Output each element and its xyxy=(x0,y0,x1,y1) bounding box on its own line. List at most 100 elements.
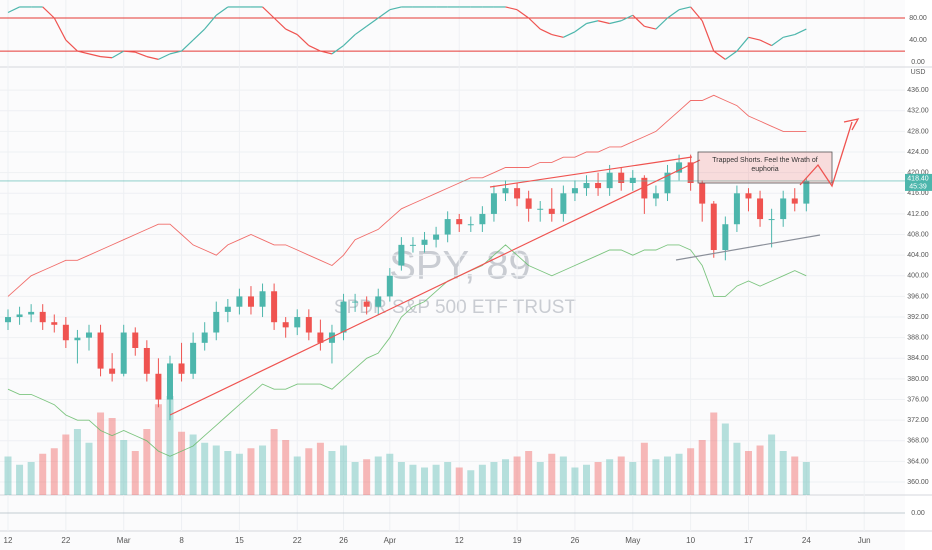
annotation-box xyxy=(697,151,833,184)
osc-tick-label: 40.00 xyxy=(909,37,927,44)
candle-body xyxy=(259,291,266,307)
x-tick-label: 26 xyxy=(570,536,579,545)
volume-bar xyxy=(721,423,729,495)
osc-segment xyxy=(65,39,78,52)
volume-bar xyxy=(201,442,209,495)
candle-body xyxy=(537,208,544,210)
volume-bar xyxy=(687,448,695,495)
y-tick-label: 360.00 xyxy=(907,479,929,486)
volume-bar xyxy=(663,456,671,495)
candle-body xyxy=(421,239,428,245)
candle-body xyxy=(143,347,150,374)
osc-segment xyxy=(215,6,229,16)
y-tick-label: 432.00 xyxy=(907,108,929,115)
osc-segment xyxy=(713,50,726,60)
y-tick-label: 392.00 xyxy=(907,314,929,321)
x-tick-label: 8 xyxy=(179,536,184,545)
osc-segment xyxy=(7,6,20,14)
volume-bar xyxy=(478,464,486,495)
candle-body xyxy=(606,172,613,189)
volume-bar xyxy=(802,462,810,495)
x-tick-label: Apr xyxy=(384,536,397,545)
x-tick-label: 19 xyxy=(513,536,522,545)
volume-bar xyxy=(594,462,602,495)
candle-body xyxy=(571,188,578,194)
x-tick-label: Mar xyxy=(117,536,131,545)
candle-body xyxy=(317,332,324,343)
candle-body xyxy=(548,208,555,214)
volume-bar xyxy=(143,429,151,495)
volume-bar xyxy=(710,412,718,495)
candle-body xyxy=(201,332,208,343)
volume-bar xyxy=(559,456,567,495)
candle-body xyxy=(490,193,497,214)
candle-body xyxy=(757,198,764,220)
osc-segment xyxy=(204,14,217,30)
candle-body xyxy=(247,296,254,307)
osc-segment xyxy=(285,28,298,36)
volume-bar xyxy=(467,470,475,495)
osc-segment xyxy=(759,39,772,47)
volume-bar xyxy=(583,464,590,495)
candle-body xyxy=(190,342,197,374)
osc-segment xyxy=(100,56,113,59)
candle-body xyxy=(433,234,440,240)
candle-body xyxy=(791,198,798,204)
band-line xyxy=(7,94,807,297)
volume-bar xyxy=(513,456,521,495)
candle-body xyxy=(155,373,162,400)
candle-body xyxy=(456,219,463,225)
candle-body xyxy=(525,198,532,209)
osc-segment xyxy=(135,51,148,58)
candle-body xyxy=(502,188,509,194)
volume-bar xyxy=(444,462,452,495)
candle-body xyxy=(664,172,671,194)
last-price-label: 418.40 xyxy=(907,175,929,182)
volume-bar xyxy=(16,464,24,495)
candle-body xyxy=(282,322,289,328)
candle-body xyxy=(479,213,486,225)
osc-segment xyxy=(181,39,194,52)
candle-body xyxy=(28,311,35,315)
volume-bar xyxy=(502,459,510,495)
volume-bar xyxy=(744,451,752,495)
candle-body xyxy=(618,172,625,183)
volume-bar xyxy=(698,440,706,495)
osc-segment xyxy=(783,33,795,38)
x-tick-label: 17 xyxy=(744,536,753,545)
osc-segment xyxy=(88,53,101,58)
candle-body xyxy=(780,198,787,220)
volume-bar xyxy=(316,442,324,495)
band-line xyxy=(7,244,807,457)
osc-segment xyxy=(146,56,159,60)
y-tick-label: 436.00 xyxy=(907,87,929,94)
x-tick-label: May xyxy=(625,536,640,545)
y-tick-label: 412.00 xyxy=(907,211,929,218)
price-axis xyxy=(905,0,932,550)
osc-segment xyxy=(690,6,703,22)
osc-segment xyxy=(296,34,310,47)
annotation: Trapped Shorts. Feel the Wrath of euphor… xyxy=(712,157,817,173)
osc-segment xyxy=(736,36,749,52)
y-tick-label: 372.00 xyxy=(907,417,929,424)
volume-bar xyxy=(791,456,799,495)
volume-bar xyxy=(178,431,186,495)
volume-bar xyxy=(640,442,648,495)
osc-segment xyxy=(609,20,622,25)
volume-bar xyxy=(571,467,579,495)
candle-body xyxy=(560,193,567,214)
bottom-tick-label: 0.00 xyxy=(911,510,925,517)
candle-body xyxy=(676,162,683,173)
volume-bar xyxy=(374,456,382,495)
countdown: 45:39 xyxy=(909,183,927,190)
osc-segment xyxy=(320,50,333,55)
volume-bar xyxy=(779,451,787,495)
volume-bar xyxy=(293,456,301,495)
volume-bar xyxy=(606,459,614,495)
osc-segment xyxy=(158,53,171,60)
osc-segment xyxy=(528,17,541,30)
candle-body xyxy=(166,363,173,400)
osc-segment xyxy=(655,17,668,30)
x-tick-label: 26 xyxy=(339,536,348,545)
osc-segment xyxy=(123,50,136,53)
